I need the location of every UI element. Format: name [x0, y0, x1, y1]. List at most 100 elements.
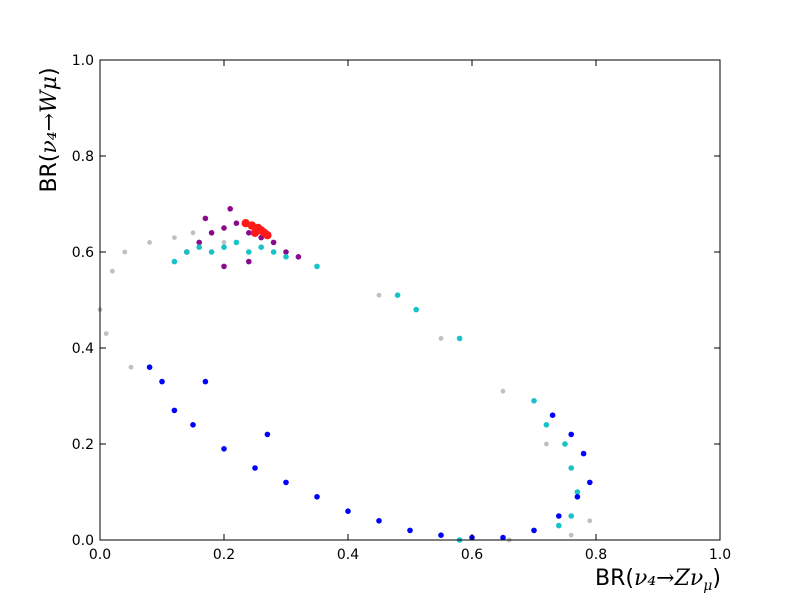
data-point-purple — [227, 206, 233, 212]
data-point-purple — [221, 263, 227, 270]
data-point-blue — [252, 465, 258, 471]
data-point-purple — [196, 239, 202, 246]
data-point-red — [241, 219, 250, 228]
x-tick-label: 0.6 — [461, 547, 483, 563]
series-red — [241, 219, 272, 240]
data-point-cyan — [208, 249, 215, 255]
data-point-blue — [345, 508, 351, 514]
data-point-purple — [208, 230, 215, 236]
data-point-cyan — [184, 249, 190, 255]
data-point-purple — [246, 258, 252, 265]
data-point-cyan — [233, 239, 240, 246]
data-point-cyan — [221, 244, 227, 250]
series-cyan — [171, 239, 581, 543]
data-point-cyan — [258, 244, 265, 250]
data-point-blue — [580, 450, 587, 457]
plot-frame — [99, 59, 721, 541]
y-tick-label: 0.0 — [72, 533, 94, 549]
y-tick-label: 0.4 — [72, 341, 94, 357]
x-tick-label: 0.0 — [89, 547, 111, 563]
data-point-gray — [544, 441, 549, 447]
data-point-purple — [295, 253, 302, 260]
data-point-cyan — [543, 422, 550, 428]
y-axis-label-math: ν₄→Wμ — [37, 76, 62, 154]
x-tick-label: 0.8 — [585, 547, 607, 563]
data-point-cyan — [246, 249, 252, 255]
data-point-blue — [500, 534, 506, 541]
data-point-blue — [146, 364, 153, 371]
data-point-blue — [438, 532, 444, 538]
y-axis-label-prefix: BR( — [37, 154, 62, 193]
data-point-gray — [147, 240, 153, 245]
data-point-blue — [171, 407, 178, 414]
data-point-gray — [568, 532, 574, 538]
data-point-blue — [202, 378, 209, 385]
x-tick-label: 0.2 — [213, 547, 235, 563]
data-point-cyan — [531, 398, 537, 404]
data-point-blue — [531, 527, 537, 534]
data-point-cyan — [568, 513, 574, 519]
data-point-blue — [376, 518, 382, 524]
series-blue — [146, 364, 593, 541]
data-point-cyan — [556, 522, 562, 529]
data-point-blue — [407, 527, 413, 534]
data-point-gray — [128, 364, 134, 370]
data-point-purple — [221, 225, 227, 231]
data-point-cyan — [283, 253, 289, 260]
x-axis-label-suffix: ) — [712, 566, 721, 591]
y-tick-label: 0.2 — [72, 437, 94, 453]
data-point-purple — [233, 220, 240, 226]
data-point-red — [263, 231, 272, 240]
y-tick-label: 0.6 — [72, 245, 94, 261]
data-point-blue — [556, 513, 562, 519]
data-point-gray — [376, 292, 382, 298]
data-point-blue — [159, 378, 165, 385]
series-purple — [184, 206, 302, 270]
data-point-cyan — [270, 249, 277, 255]
data-point-purple — [246, 230, 252, 236]
data-point-gray — [103, 331, 109, 336]
data-point-cyan — [568, 465, 574, 471]
data-point-blue — [568, 431, 574, 438]
data-point-gray — [500, 388, 506, 394]
x-axis-label: BR(ν₄→Zνμ) — [595, 566, 721, 594]
y-axis-label-suffix: ) — [37, 67, 62, 76]
data-point-gray — [110, 268, 115, 274]
data-point-cyan — [196, 244, 202, 250]
y-tick-label: 1.0 — [72, 53, 94, 69]
series-gray — [97, 230, 593, 543]
y-axis-label: BR(ν₄→Wμ) — [37, 67, 62, 192]
data-point-blue — [190, 422, 196, 428]
y-tick-label: 0.8 — [72, 149, 94, 165]
data-point-purple — [270, 239, 277, 246]
data-point-gray — [190, 230, 196, 236]
x-axis-label-math: ν₄→Zν — [634, 566, 703, 591]
x-axis-label-prefix: BR( — [595, 566, 634, 591]
data-point-gray — [438, 336, 444, 341]
data-point-blue — [587, 479, 593, 486]
data-point-blue — [574, 494, 581, 500]
data-point-gray — [221, 240, 227, 245]
data-point-cyan — [562, 441, 568, 447]
data-point-gray — [172, 235, 177, 241]
data-point-blue — [264, 431, 271, 438]
data-point-blue — [314, 494, 320, 500]
data-point-blue — [283, 479, 289, 486]
x-tick-label: 1.0 — [709, 547, 731, 563]
x-axis-label-subscript: μ — [703, 578, 712, 594]
data-point-cyan — [314, 263, 320, 270]
x-tick-label: 0.4 — [337, 547, 359, 563]
data-point-gray — [587, 518, 593, 524]
data-point-cyan — [574, 489, 581, 495]
data-point-blue — [221, 446, 227, 452]
data-point-cyan — [394, 292, 401, 299]
data-point-cyan — [171, 258, 178, 265]
data-point-cyan — [456, 335, 463, 342]
data-point-purple — [283, 249, 289, 255]
data-points-layer — [97, 206, 593, 543]
data-point-cyan — [413, 306, 420, 313]
axis-ticks: 0.0 0.2 0.4 0.6 0.8 1.0 0.0 0.2 0.4 0.6 0.8 1.0 — [72, 53, 731, 563]
data-point-purple — [202, 215, 209, 222]
data-point-blue — [549, 412, 556, 419]
